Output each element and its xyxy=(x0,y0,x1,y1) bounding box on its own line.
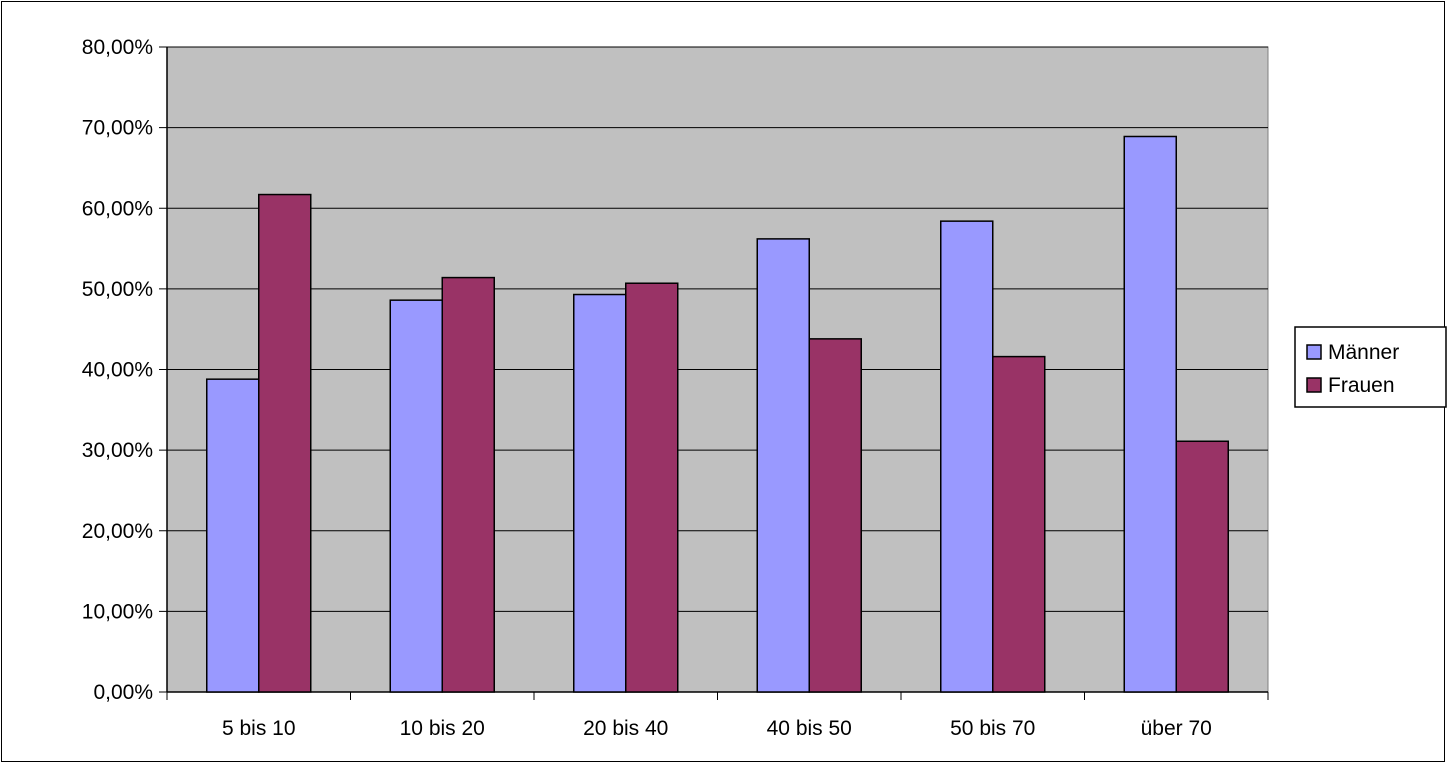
y-tick-label: 40,00% xyxy=(82,359,153,382)
y-tick-label: 80,00% xyxy=(82,36,153,59)
bar-frauen xyxy=(808,338,862,693)
legend-swatch xyxy=(1306,377,1322,393)
x-tick-label: 10 bis 20 xyxy=(400,717,485,740)
bar-m-nner xyxy=(940,220,994,693)
legend-label: Frauen xyxy=(1328,374,1395,397)
x-tick-label: 5 bis 10 xyxy=(222,717,296,740)
y-tick-label: 20,00% xyxy=(82,520,153,543)
y-tick-label: 30,00% xyxy=(82,439,153,462)
y-tick-label: 10,00% xyxy=(82,600,153,623)
y-tick-label: 60,00% xyxy=(82,197,153,220)
x-tick-label: über 70 xyxy=(1141,717,1212,740)
bar-m-nner xyxy=(756,238,810,693)
x-tick-label: 20 bis 40 xyxy=(583,717,668,740)
x-tick-label: 50 bis 70 xyxy=(950,717,1035,740)
legend xyxy=(1294,326,1447,408)
x-tick-label: 40 bis 50 xyxy=(767,717,852,740)
bar-frauen xyxy=(625,282,679,693)
y-tick-label: 50,00% xyxy=(82,278,153,301)
bar-m-nner xyxy=(1123,135,1177,693)
bar-frauen xyxy=(441,276,495,693)
bar-frauen xyxy=(992,355,1046,693)
bar-m-nner xyxy=(573,293,627,693)
bar-frauen xyxy=(258,193,312,693)
bar-m-nner xyxy=(206,378,260,693)
bar-frauen xyxy=(1175,440,1229,693)
legend-label: Männer xyxy=(1328,341,1399,364)
bar-m-nner xyxy=(389,299,443,693)
y-tick-label: 0,00% xyxy=(93,681,153,704)
y-tick-label: 70,00% xyxy=(82,117,153,140)
legend-swatch xyxy=(1306,344,1322,360)
